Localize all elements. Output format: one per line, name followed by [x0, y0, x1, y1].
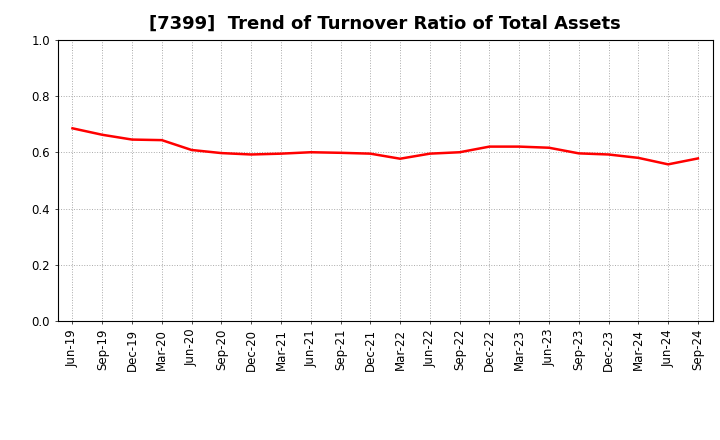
Title: [7399]  Trend of Turnover Ratio of Total Assets: [7399] Trend of Turnover Ratio of Total … [149, 15, 621, 33]
